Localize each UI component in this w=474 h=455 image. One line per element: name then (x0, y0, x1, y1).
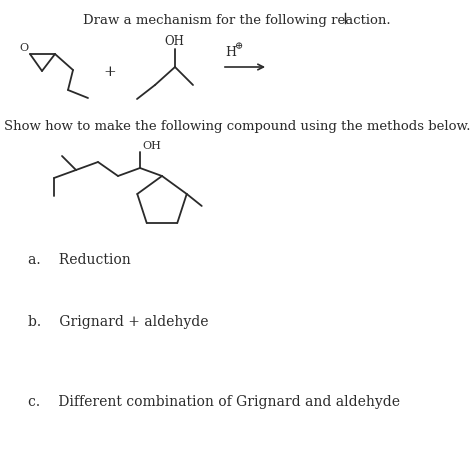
Text: OH: OH (164, 35, 184, 48)
Text: +: + (104, 65, 117, 79)
Text: b.  Grignard + aldehyde: b. Grignard + aldehyde (28, 314, 209, 328)
Text: Draw a mechanism for the following reaction.: Draw a mechanism for the following react… (83, 14, 391, 27)
Text: ⊕: ⊕ (235, 42, 243, 51)
Text: Show how to make the following compound using the methods below.: Show how to make the following compound … (4, 120, 470, 133)
Text: c.  Different combination of Grignard and aldehyde: c. Different combination of Grignard and… (28, 394, 400, 408)
Text: OH: OH (142, 141, 161, 151)
Text: O: O (20, 43, 29, 53)
Text: a.  Reduction: a. Reduction (28, 253, 131, 267)
Text: H: H (225, 46, 236, 58)
